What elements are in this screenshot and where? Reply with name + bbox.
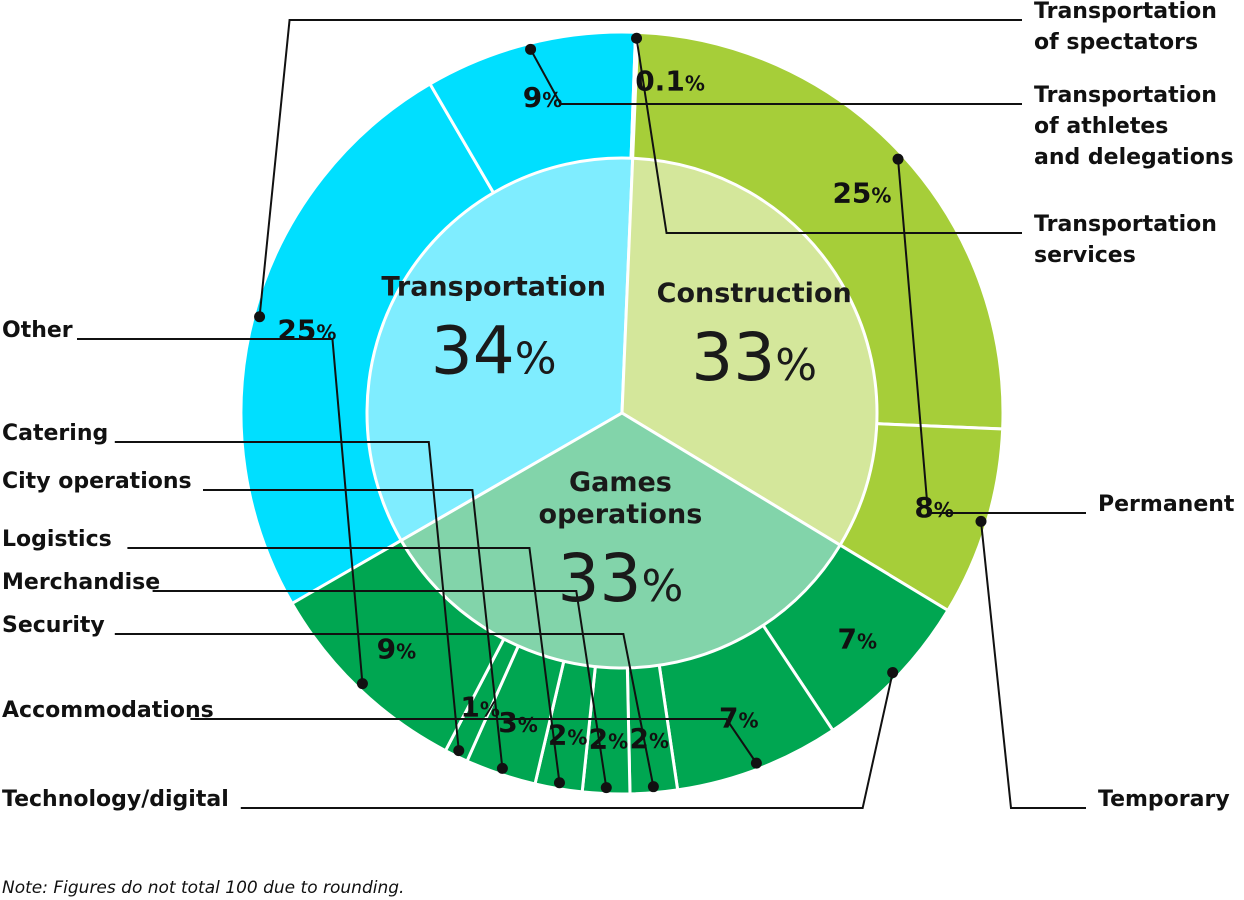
labels: 25%9%0.1%25%8%7%7%2%2%2%3%1%9%Transporta… [2, 0, 1235, 812]
outer-value-merchandise: 2% [589, 723, 629, 756]
outer-value-accommodations: 7% [719, 701, 759, 734]
leader-dot-merchandise [600, 782, 612, 794]
leader-merchandise [152, 590, 608, 788]
callout-label-temporary: Temporary [1098, 787, 1230, 812]
leader-technology-digital [240, 672, 894, 809]
leader-dot-other [356, 678, 368, 690]
leader-transportation-of-spectators [258, 19, 1022, 317]
callout-label-transportation-of-athletes-and-delegations: Transportation of athletes and delegations [1034, 83, 1234, 170]
outer-value-transportation-of-spectators: 25% [277, 313, 336, 346]
outer-value-technology-digital: 7% [838, 623, 878, 656]
leader-dot-temporary [975, 515, 987, 527]
callout-label-merchandise: Merchandise [2, 570, 160, 595]
callout-label-catering: Catering [2, 421, 108, 446]
inner-slice-construction [620, 156, 879, 548]
leader-dot-transportation-of-spectators [254, 311, 266, 323]
callout-label-security: Security [2, 613, 105, 638]
leader-dot-city-operations [496, 762, 508, 774]
leader-lines [77, 19, 1086, 809]
leader-dot-technology-digital [887, 667, 899, 679]
inner-label-transportation: Transportation [381, 271, 606, 302]
outer-value-permanent: 25% [832, 176, 891, 209]
chart-note: Note: Figures do not total 100 due to ro… [2, 878, 404, 898]
leader-dot-logistics [553, 777, 565, 789]
outer-value-transportation-services: 0.1% [635, 64, 705, 97]
leader-other [77, 338, 364, 684]
outer-value-temporary: 8% [914, 491, 954, 524]
leader-permanent [897, 159, 1086, 514]
inner-label-games-operations: Games operations [539, 467, 703, 530]
leader-dot-catering [453, 745, 465, 757]
leader-dot-security [647, 781, 659, 793]
outer-value-logistics: 2% [548, 718, 588, 751]
leader-logistics [127, 547, 561, 783]
leader-temporary [980, 521, 1086, 809]
callout-label-city-operations: City operations [2, 469, 192, 494]
leader-dot-transportation-services [631, 32, 643, 44]
outer-value-city-operations: 3% [498, 706, 538, 739]
leader-dot-permanent [892, 153, 904, 165]
leader-catering [114, 441, 460, 751]
callout-label-accommodations: Accommodations [2, 698, 214, 723]
outer-value-catering: 1% [460, 691, 500, 724]
outer-value-security: 2% [630, 722, 670, 755]
leader-security [114, 633, 655, 787]
leader-dot-transportation-of-athletes-and-delegations [525, 43, 537, 55]
inner-ring [365, 156, 879, 670]
callout-label-transportation-of-spectators: Transportation of spectators [1034, 0, 1217, 55]
outer-value-other: 9% [377, 632, 417, 665]
callout-label-permanent: Permanent [1098, 492, 1235, 517]
inner-value-transportation: 34% [431, 312, 557, 389]
inner-label-construction: Construction [657, 278, 852, 309]
callout-label-other: Other [2, 318, 73, 343]
callout-label-transportation-services: Transportation services [1034, 212, 1217, 268]
leader-city-operations [203, 489, 504, 769]
inner-value-games-operations: 33% [558, 540, 684, 617]
callout-label-logistics: Logistics [2, 527, 112, 552]
outer-value-transportation-of-athletes-and-delegations: 9% [523, 81, 563, 114]
leader-dot-accommodations [750, 757, 762, 769]
leader-transportation-of-athletes-and-delegations [529, 48, 1022, 105]
inner-value-construction: 33% [691, 319, 817, 396]
callout-label-technology-digital: Technology/digital [2, 787, 229, 812]
leader-accommodations [190, 718, 758, 764]
